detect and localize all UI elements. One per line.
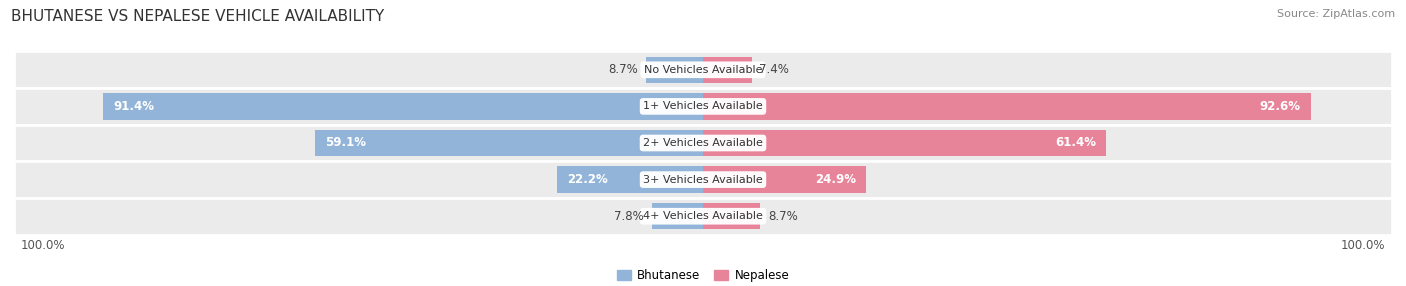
- Bar: [14, 198, 1392, 235]
- Bar: [703, 93, 1310, 120]
- Text: No Vehicles Available: No Vehicles Available: [644, 65, 762, 75]
- Bar: [703, 166, 866, 193]
- Text: 8.7%: 8.7%: [768, 210, 797, 223]
- Bar: [14, 161, 1392, 198]
- Text: 100.0%: 100.0%: [1341, 239, 1385, 252]
- Bar: [14, 88, 1392, 125]
- Text: 61.4%: 61.4%: [1054, 136, 1097, 150]
- Bar: [315, 130, 703, 156]
- Text: 1+ Vehicles Available: 1+ Vehicles Available: [643, 102, 763, 111]
- Bar: [103, 93, 703, 120]
- Text: 22.2%: 22.2%: [567, 173, 607, 186]
- Text: 7.8%: 7.8%: [614, 210, 644, 223]
- Bar: [703, 57, 752, 83]
- Text: 24.9%: 24.9%: [815, 173, 856, 186]
- Text: Source: ZipAtlas.com: Source: ZipAtlas.com: [1277, 9, 1395, 19]
- Text: BHUTANESE VS NEPALESE VEHICLE AVAILABILITY: BHUTANESE VS NEPALESE VEHICLE AVAILABILI…: [11, 9, 384, 23]
- Text: 100.0%: 100.0%: [21, 239, 65, 252]
- Bar: [14, 125, 1392, 161]
- Bar: [703, 203, 761, 229]
- Bar: [645, 57, 703, 83]
- Bar: [14, 51, 1392, 88]
- Text: 2+ Vehicles Available: 2+ Vehicles Available: [643, 138, 763, 148]
- Text: 8.7%: 8.7%: [609, 63, 638, 76]
- Text: 92.6%: 92.6%: [1260, 100, 1301, 113]
- Text: 59.1%: 59.1%: [325, 136, 366, 150]
- Text: 91.4%: 91.4%: [112, 100, 155, 113]
- Bar: [652, 203, 703, 229]
- Text: 4+ Vehicles Available: 4+ Vehicles Available: [643, 211, 763, 221]
- Text: 7.4%: 7.4%: [759, 63, 789, 76]
- Text: 3+ Vehicles Available: 3+ Vehicles Available: [643, 175, 763, 184]
- Bar: [703, 130, 1107, 156]
- Bar: [557, 166, 703, 193]
- Legend: Bhutanese, Nepalese: Bhutanese, Nepalese: [612, 265, 794, 286]
